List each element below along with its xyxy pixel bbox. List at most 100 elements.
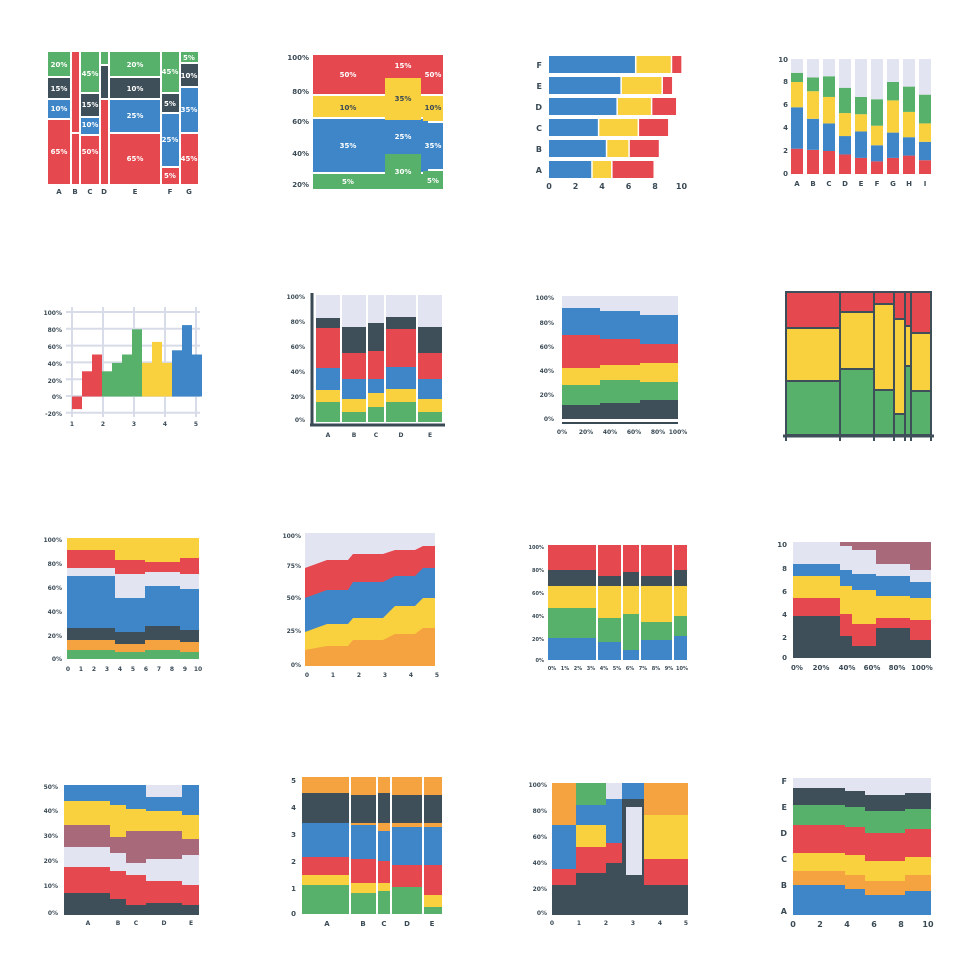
c4-bar-A-0 xyxy=(791,148,803,174)
c6-mark xyxy=(368,295,384,323)
c3-bar-B-1 xyxy=(607,140,629,157)
c14-tick: 1 xyxy=(291,885,296,893)
chart-6-stacked-bar: 100% 80% 60% 40% 20% 0% A B C D E xyxy=(245,245,490,490)
c4-bar-D-0 xyxy=(839,154,851,174)
c2-label: 35% xyxy=(425,142,442,150)
c2-tick: 100% xyxy=(287,54,309,62)
c12-tick: 80% xyxy=(889,664,906,672)
c9-tick: 100% xyxy=(43,537,62,544)
c7-mark xyxy=(562,400,678,419)
c11-tick: 2% xyxy=(574,666,583,672)
chart-9-svg: 100% 80% 60% 40% 20% 0% 0 1 2 3 4 5 6 7 … xyxy=(43,537,202,673)
c16-tick: 4 xyxy=(844,920,850,929)
c14-mark xyxy=(391,877,442,895)
c7-tick: 80% xyxy=(651,429,665,436)
c8-mark xyxy=(785,380,841,436)
c6-tick: 60% xyxy=(291,344,305,351)
c5-tick: 80% xyxy=(48,327,62,334)
c4-bar-I-3 xyxy=(919,94,931,124)
c1-mark xyxy=(162,114,179,166)
c6-mark xyxy=(368,323,384,351)
c13-tick: B xyxy=(116,920,121,927)
c6-mark xyxy=(368,351,384,379)
c13-tick: 10% xyxy=(44,883,58,890)
c5-bar-2 xyxy=(92,354,102,397)
c3-bar-D-0 xyxy=(549,98,617,115)
c3-bar-A-1 xyxy=(592,161,612,178)
c1-label: 25% xyxy=(162,136,179,144)
c4-bar-I-4 xyxy=(919,59,931,95)
c4-tick: 0 xyxy=(783,170,788,178)
c9-tick: 0 xyxy=(66,666,70,673)
c3-bar-B-2 xyxy=(629,140,659,157)
c1-mark xyxy=(110,78,160,98)
c8-mark xyxy=(910,291,932,334)
c6-mark xyxy=(342,353,366,379)
c4-bar-B-2 xyxy=(807,91,819,119)
c5-bar-0 xyxy=(72,396,82,410)
c15-tick: 4 xyxy=(658,920,662,927)
c7-tick: 60% xyxy=(627,429,641,436)
c1-mark xyxy=(81,136,99,184)
c4-tick: 2 xyxy=(783,147,788,155)
c11-tick: 1% xyxy=(561,666,570,672)
chart-1-svg: 20% 15% 10% 65% 45% 15% 10% 50% 20% 10% … xyxy=(48,52,198,196)
c4-bar-E-1 xyxy=(855,131,867,158)
c4-bar-E-2 xyxy=(855,114,867,132)
c9-tick: 0% xyxy=(52,656,62,663)
c14-tick: 4 xyxy=(291,804,296,812)
c5-tick: 3 xyxy=(132,421,136,428)
c10-tick: 100% xyxy=(282,533,301,540)
c2-mark xyxy=(385,55,421,76)
c1-label: 45% xyxy=(162,68,179,76)
c10-tick: 1 xyxy=(331,672,335,679)
c3-tick: 2 xyxy=(573,182,579,191)
c2-mark xyxy=(423,55,443,94)
c4-bar-I-1 xyxy=(919,141,931,161)
c11-tick: 0% xyxy=(536,658,545,664)
c11-tick: 5% xyxy=(613,666,622,672)
c15-tick: 2 xyxy=(604,920,608,927)
c1-label: 10% xyxy=(82,121,99,129)
c15-mark xyxy=(576,847,606,873)
c8-mark xyxy=(893,318,906,415)
c4-tick: H xyxy=(906,180,912,188)
c1-label: 45% xyxy=(82,70,99,78)
c3-bar-F-0 xyxy=(549,56,635,73)
c6-mark xyxy=(418,379,442,399)
c2-tick: 60% xyxy=(292,118,309,126)
c6-tick: 20% xyxy=(291,394,305,401)
c4-bar-G-4 xyxy=(887,59,899,82)
c2-label: 15% xyxy=(395,62,412,70)
c7-tick: 20% xyxy=(540,392,554,399)
c6-mark xyxy=(418,295,442,327)
c15-mark xyxy=(626,807,642,875)
chart-10-svg: 100% 75% 50% 25% 0% 0 1 2 3 4 5 xyxy=(282,533,439,679)
c1-tick: E xyxy=(133,188,138,196)
c6-tick: 40% xyxy=(291,369,305,376)
c15-mark xyxy=(606,783,622,799)
c2-label: 10% xyxy=(425,104,442,112)
c15-mark xyxy=(552,783,576,825)
c12-tick: 40% xyxy=(839,664,856,672)
c13-tick: E xyxy=(189,920,193,927)
chart-11-svg: 100% 80% 60% 40% 20% 0% 0% 1% 2% 3% 4% 5… xyxy=(529,545,688,672)
c1-label: 10% xyxy=(51,105,68,113)
c3-tick: A xyxy=(536,166,543,175)
c8-mark xyxy=(839,291,875,313)
chart-13-svg: 50% 40% 30% 20% 10% 0% A B C D E xyxy=(44,784,199,927)
c9-tick: 8 xyxy=(170,666,174,673)
c13-tick: 20% xyxy=(44,858,58,865)
c10-mark xyxy=(305,628,435,666)
c2-mark xyxy=(423,171,443,189)
chart-7-step-area: 100% 80% 60% 40% 20% 0% 0% 20% 40% 60% 8… xyxy=(490,245,735,490)
c5-tick: 0% xyxy=(52,394,62,401)
c1-mark xyxy=(162,94,179,112)
c16-mark xyxy=(793,885,931,915)
chart-7-svg: 100% 80% 60% 40% 20% 0% 0% 20% 40% 60% 8… xyxy=(535,295,687,436)
chart-15-mosaic: 100% 80% 60% 40% 20% 0% 0 1 2 3 4 5 xyxy=(490,735,735,980)
c15-mark xyxy=(606,843,622,863)
c15-tick: 0% xyxy=(537,910,547,917)
c14-mark xyxy=(423,895,442,907)
